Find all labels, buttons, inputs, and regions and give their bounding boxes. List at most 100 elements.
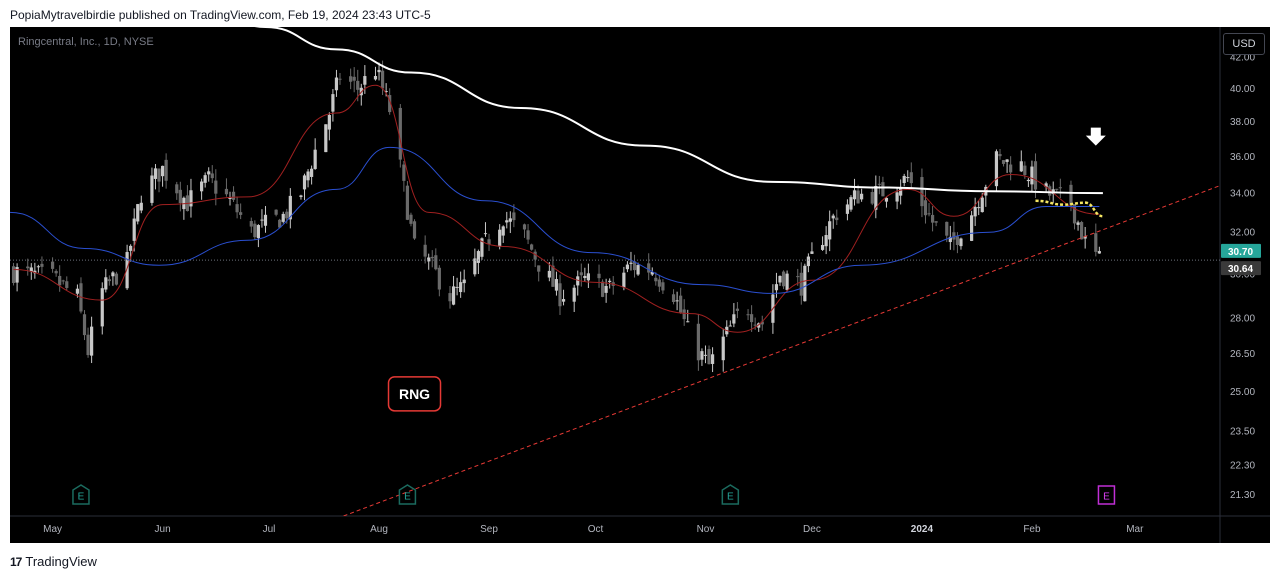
candle-body	[228, 197, 232, 199]
candle-body	[423, 244, 427, 257]
candle-body	[927, 213, 931, 215]
candle-body	[278, 219, 282, 228]
candle-body	[86, 334, 90, 356]
candle-body	[753, 324, 757, 326]
candle-body	[1030, 166, 1034, 185]
candle-body	[274, 209, 278, 215]
earnings-marker-icon[interactable]: E	[398, 484, 417, 505]
symbol-title: Ringcentral, Inc., 1D, NYSE	[18, 36, 154, 48]
candle-body	[512, 212, 516, 221]
candle-body	[906, 177, 910, 179]
trendline	[343, 185, 1220, 516]
candle-body	[757, 323, 761, 328]
candle-body	[306, 171, 310, 181]
price-label-text: 30.64	[1228, 264, 1253, 275]
x-tick-label: Feb	[1023, 524, 1041, 535]
candle-body	[558, 283, 562, 307]
candle-body	[139, 202, 143, 211]
candle-body	[302, 175, 307, 190]
candle-body	[256, 225, 260, 239]
candle-body	[285, 211, 289, 219]
candle-body	[1097, 251, 1101, 254]
candle-body	[200, 181, 204, 192]
y-tick-label: 42.00	[1230, 52, 1255, 63]
candle-body	[405, 185, 410, 220]
candle-body	[1076, 222, 1080, 225]
candle-body	[1058, 187, 1062, 189]
candle-body	[945, 221, 949, 236]
x-tick-label: Jul	[263, 524, 276, 535]
candle-body	[327, 114, 331, 130]
candle-body	[526, 230, 530, 240]
currency-button[interactable]: USD	[1223, 33, 1265, 55]
candle-body	[430, 256, 434, 259]
candle-body	[732, 314, 736, 324]
candle-body	[58, 275, 62, 286]
candle-body	[686, 321, 690, 323]
x-tick-label: Mar	[1126, 524, 1144, 535]
earnings-marker-icon[interactable]: E	[1097, 485, 1116, 505]
rng-label-box	[387, 376, 442, 412]
candle-body	[551, 265, 555, 287]
candle-body	[214, 180, 218, 194]
candle-body	[352, 76, 356, 81]
candle-body	[260, 219, 264, 221]
price-chart[interactable]: 42.0040.0038.0036.0034.0032.0030.0028.00…	[10, 27, 1270, 543]
candle-body	[934, 221, 938, 223]
candle-body	[661, 282, 665, 291]
tradingview-logo[interactable]: 17 TradingView	[10, 554, 97, 569]
y-tick-label: 21.30	[1230, 490, 1255, 501]
candle-body	[799, 272, 803, 296]
candle-body	[952, 232, 956, 240]
earnings-marker-icon[interactable]: E	[721, 484, 740, 505]
candle-body	[36, 266, 40, 268]
candle-body	[909, 172, 913, 184]
candle-body	[508, 218, 512, 222]
rng-label-text: RNG	[399, 386, 430, 402]
candle-body	[75, 288, 80, 294]
chart-pane[interactable]: 42.0040.0038.0036.0034.0032.0030.0028.00…	[10, 27, 1270, 543]
earnings-marker-label: E	[78, 492, 85, 503]
candle-body	[412, 221, 417, 239]
x-tick-label: 2024	[911, 524, 934, 535]
candle-body	[114, 273, 119, 285]
candle-body	[398, 107, 402, 160]
candle-body	[852, 190, 857, 200]
candle-body	[178, 189, 182, 204]
candle-body	[1001, 160, 1006, 164]
candle-body	[207, 171, 211, 175]
candle-body	[1026, 179, 1030, 182]
candle-body	[409, 214, 413, 224]
candle-body	[473, 258, 477, 275]
candle-body	[707, 349, 711, 365]
candle-body	[671, 294, 676, 303]
candle-body	[29, 267, 33, 272]
candle-body	[530, 244, 534, 250]
candle-body	[263, 214, 268, 226]
candle-body	[448, 293, 452, 302]
y-tick-label: 34.00	[1230, 189, 1255, 200]
candle-body	[299, 195, 303, 197]
earnings-marker-icon[interactable]: E	[72, 484, 90, 505]
candle-body	[203, 175, 207, 183]
price-label-box	[1221, 243, 1261, 258]
candle-body	[54, 271, 58, 274]
candle-body	[331, 94, 335, 112]
candle-body	[1069, 184, 1073, 205]
candle-body	[487, 239, 491, 245]
candle-body	[313, 149, 317, 169]
candle-body	[632, 261, 637, 271]
candle-body	[153, 168, 158, 179]
price-label-text: 30.70	[1228, 247, 1253, 258]
candle-body	[373, 76, 378, 80]
candle-body	[831, 215, 835, 219]
candle-body	[600, 281, 605, 297]
candle-body	[728, 325, 732, 327]
candles-layer	[11, 60, 1101, 373]
price-label-box	[1221, 261, 1261, 276]
candle-body	[835, 217, 839, 221]
candle-body	[100, 288, 104, 327]
candle-body	[11, 266, 16, 284]
candle-body	[210, 173, 214, 179]
candle-body	[380, 70, 385, 89]
